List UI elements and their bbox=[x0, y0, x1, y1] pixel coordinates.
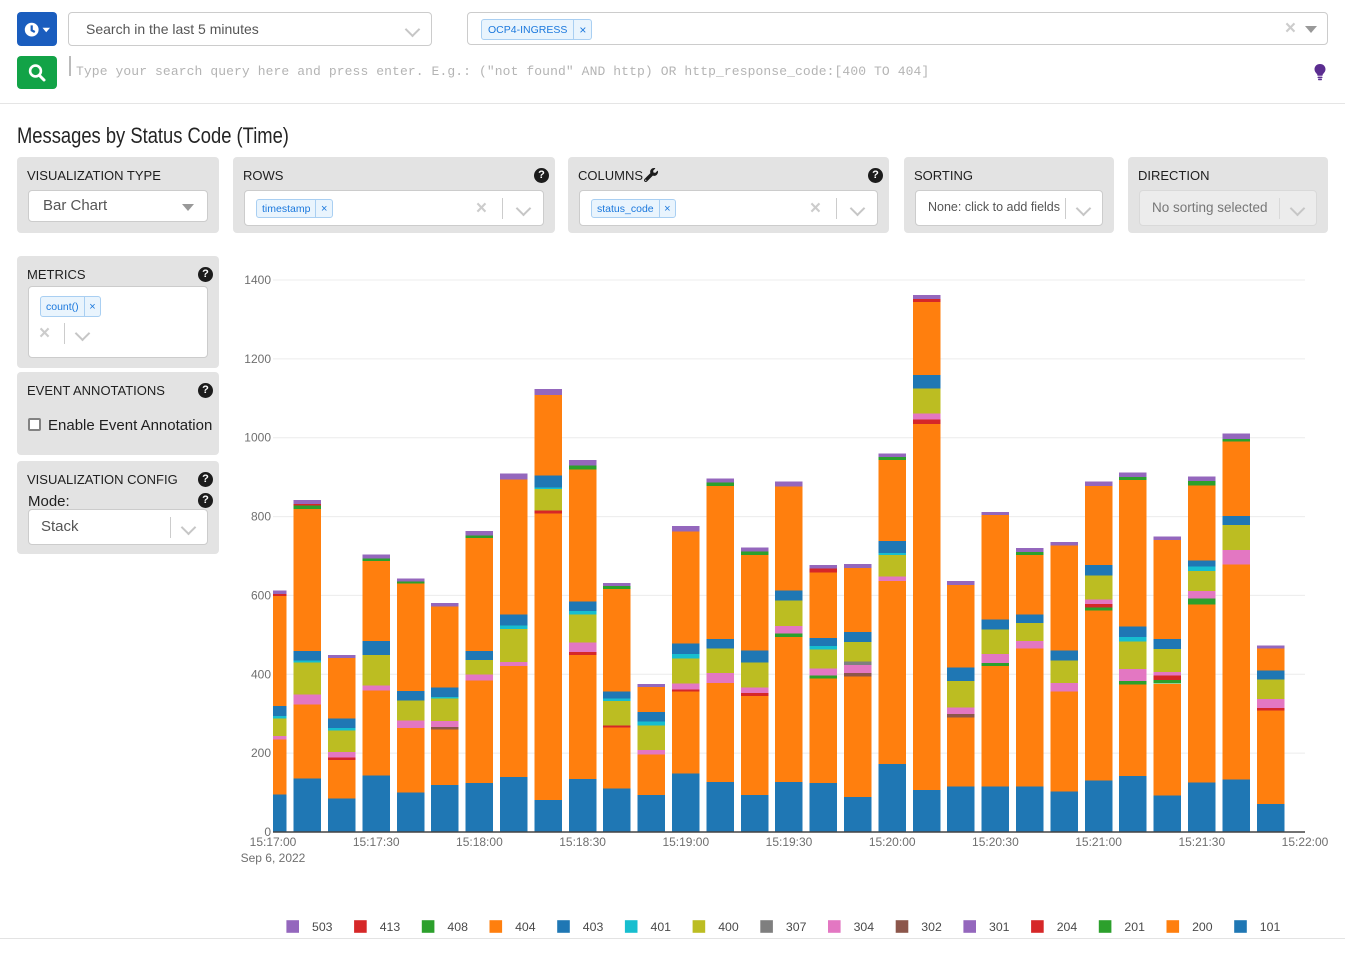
svg-text:1400: 1400 bbox=[244, 273, 271, 287]
svg-text:800: 800 bbox=[251, 510, 271, 524]
svg-text:Sep 6, 2022: Sep 6, 2022 bbox=[241, 851, 306, 865]
svg-text:15:17:30: 15:17:30 bbox=[353, 835, 400, 849]
svg-text:401: 401 bbox=[651, 920, 672, 934]
svg-text:503: 503 bbox=[312, 920, 333, 934]
svg-text:413: 413 bbox=[380, 920, 401, 934]
svg-text:403: 403 bbox=[583, 920, 604, 934]
svg-text:15:20:00: 15:20:00 bbox=[869, 835, 916, 849]
svg-text:15:19:30: 15:19:30 bbox=[766, 835, 813, 849]
svg-text:101: 101 bbox=[1260, 920, 1281, 934]
svg-text:1200: 1200 bbox=[244, 352, 271, 366]
svg-text:301: 301 bbox=[989, 920, 1010, 934]
svg-text:404: 404 bbox=[515, 920, 536, 934]
svg-text:307: 307 bbox=[786, 920, 807, 934]
svg-text:15:22:00: 15:22:00 bbox=[1282, 835, 1329, 849]
svg-text:400: 400 bbox=[718, 920, 739, 934]
svg-text:15:21:30: 15:21:30 bbox=[1178, 835, 1225, 849]
svg-text:15:18:00: 15:18:00 bbox=[456, 835, 503, 849]
svg-text:200: 200 bbox=[1192, 920, 1213, 934]
svg-text:200: 200 bbox=[251, 746, 271, 760]
svg-text:408: 408 bbox=[447, 920, 468, 934]
svg-text:400: 400 bbox=[251, 667, 271, 681]
svg-text:204: 204 bbox=[1057, 920, 1078, 934]
svg-text:302: 302 bbox=[921, 920, 942, 934]
svg-text:201: 201 bbox=[1124, 920, 1145, 934]
svg-text:15:21:00: 15:21:00 bbox=[1075, 835, 1122, 849]
svg-text:304: 304 bbox=[854, 920, 875, 934]
svg-text:15:19:00: 15:19:00 bbox=[662, 835, 709, 849]
svg-text:1000: 1000 bbox=[244, 431, 271, 445]
svg-text:600: 600 bbox=[251, 588, 271, 602]
svg-text:15:17:00: 15:17:00 bbox=[250, 835, 297, 849]
svg-text:0: 0 bbox=[264, 825, 271, 839]
svg-text:15:20:30: 15:20:30 bbox=[972, 835, 1019, 849]
svg-text:15:18:30: 15:18:30 bbox=[559, 835, 606, 849]
